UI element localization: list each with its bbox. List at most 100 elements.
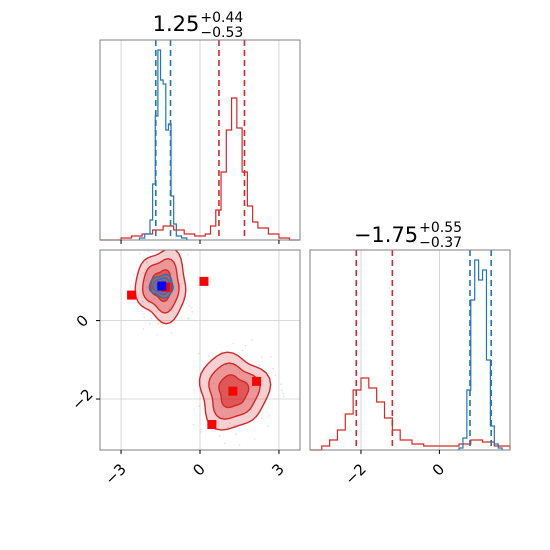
contour-panel-sample-point — [146, 273, 149, 276]
param1-title: 1.25 — [153, 12, 200, 36]
contour-panel-sample-point — [209, 387, 212, 390]
contour-panel-sample-point — [192, 423, 195, 426]
contour-panel-sample-point — [280, 383, 283, 386]
contour-panel-sample-point — [186, 299, 189, 302]
contour-panel-sample-point — [196, 284, 199, 287]
contour-panel-sample-point — [220, 406, 223, 409]
truth-marker-series-1 — [228, 386, 238, 396]
contour-panel-sample-point — [190, 306, 193, 309]
contour-panel-sample-point — [168, 308, 171, 310]
contour-panel-sample-point — [258, 363, 261, 366]
contour-panel-x-tick-label: −3 — [102, 460, 130, 488]
contour-panel-sample-point — [144, 268, 147, 271]
histogram-param2-frame — [309, 249, 511, 451]
histogram-param2-panel: −2 0 — [309, 249, 511, 488]
contour-panel-sample-point — [157, 322, 160, 325]
contour-panel-sample-point — [234, 433, 237, 436]
contour-panel-sample-point — [143, 312, 145, 315]
histogram-param2-x-tick-label: −2 — [341, 460, 369, 488]
contour-panel-sample-point — [253, 438, 256, 441]
contour-panel-sample-point — [224, 442, 226, 445]
contour-panel-sample-point — [282, 395, 285, 398]
contour-panel-sample-point — [156, 260, 159, 263]
contour-panel-sample-point — [170, 332, 173, 334]
contour-panel-sample-point — [179, 282, 182, 285]
contour-panel-sample-point — [197, 352, 200, 355]
contour-panel-sample-point — [198, 405, 200, 408]
contour-panel-sample-point — [226, 426, 229, 428]
contour-panel-sample-point — [184, 246, 186, 248]
contour-panel-sample-point — [267, 425, 270, 427]
contour-panel-sample-point — [150, 317, 153, 320]
contour-panel-sample-point — [179, 274, 182, 277]
contour-panel-sample-point — [161, 323, 164, 326]
contour-panel-sample-point — [218, 435, 221, 438]
contour-panel-sample-point — [207, 354, 210, 357]
contour-panel-sample-point — [225, 364, 228, 366]
contour-panel-sample-point — [145, 244, 147, 246]
contour-panel-sample-point — [148, 323, 151, 325]
contour-panel-sample-point — [244, 344, 247, 347]
contour-panel-sample-point — [246, 381, 249, 384]
contour-panel-sample-point — [146, 261, 149, 263]
contour-panel-sample-point — [250, 385, 253, 388]
histogram-param1-panel — [99, 39, 301, 244]
param2-title: −1.75 — [354, 223, 418, 247]
histogram-param1-series-2 — [138, 49, 188, 240]
truth-marker-series-2 — [157, 281, 167, 291]
contour-panel-sample-point — [272, 367, 274, 370]
param2-title-plus: +0.55 — [419, 220, 462, 236]
contour-panel-sample-point — [229, 422, 231, 425]
param1-title-plus: +0.44 — [200, 10, 243, 26]
param2-title-minus: −0.37 — [419, 235, 462, 251]
contour-panel-sample-point — [153, 298, 156, 300]
contour-panel-y-tick-label: 0 — [73, 311, 92, 330]
contour-panel-sample-point — [145, 286, 148, 289]
contour-panel-sample-point — [281, 389, 283, 392]
contour-panel-sample-point — [238, 444, 241, 446]
contour-panel-sample-point — [282, 392, 284, 395]
contour-panel-sample-point — [151, 299, 154, 302]
contour-panel-sample-point — [241, 349, 244, 352]
contour-panel-sample-point — [193, 408, 196, 411]
contour-panel-sample-point — [172, 310, 174, 313]
contour-panel-sample-point — [156, 310, 158, 312]
contour-panel-sample-point — [187, 317, 190, 320]
contour-panel-y-tick-label: −2 — [68, 385, 96, 413]
contour-panel-sample-point — [220, 351, 223, 353]
contour-panel-sample-point — [229, 364, 232, 366]
contour-panel-sample-point — [156, 333, 159, 336]
truth-marker-series-1 — [127, 290, 137, 300]
param1-title-minus: −0.53 — [200, 25, 243, 41]
contour-panel-sample-point — [167, 300, 169, 303]
contour-panel-sample-point — [193, 389, 196, 392]
contour-panel-sample-point — [261, 417, 263, 420]
contour-panel-sample-point — [191, 310, 194, 313]
contour-panel-sample-point — [267, 414, 270, 417]
contour-panel-sample-point — [180, 316, 183, 319]
contour-panel-sample-point — [142, 328, 145, 330]
contour-panel-sample-point — [222, 415, 225, 418]
contour-panel-sample-point — [129, 285, 132, 288]
contour-panel-sample-point — [274, 374, 277, 377]
contour-panel-sample-point — [141, 300, 144, 303]
contour-panel-sample-point — [142, 271, 145, 274]
histogram-param2-series-1 — [310, 377, 511, 451]
contour-panel-sample-point — [269, 356, 272, 358]
contour-panel-x-tick-label: 0 — [189, 460, 208, 479]
contour-panel-sample-point — [212, 382, 215, 385]
contour-panel-sample-point — [260, 356, 263, 359]
contour-panel-sample-point — [238, 371, 241, 373]
contour-panel-sample-point — [188, 304, 191, 307]
contour-panel-sample-point — [170, 272, 173, 275]
contour-panel-sample-point — [241, 360, 243, 363]
contour-panel-sample-point — [199, 430, 202, 433]
contour-panel-sample-point — [145, 279, 148, 282]
truth-marker-series-1 — [199, 276, 209, 286]
contour-panel-sample-point — [147, 250, 150, 253]
contour-panel-sample-point — [186, 253, 189, 256]
contour-panel-sample-point — [232, 342, 235, 345]
contour-panel-x-tick-label: 3 — [268, 460, 287, 479]
contour-panel-sample-point — [233, 423, 236, 426]
